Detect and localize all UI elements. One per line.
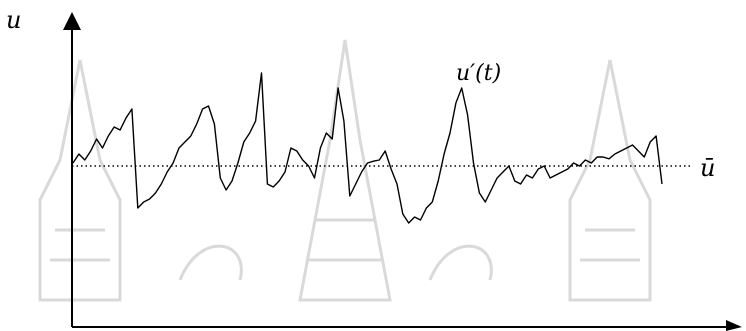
mean-label: ū [700,154,715,182]
fluctuation-label: u′(t) [456,61,501,86]
watermark-left-tower [38,59,122,302]
y-axis-arrowhead [63,12,81,30]
watermark-scroll-ornament [178,244,493,281]
velocity-fluctuation-line [72,72,663,224]
watermark-right-tower [568,59,652,302]
background-watermark [38,39,652,302]
watermark-center-spire [298,39,392,302]
x-axis-arrowhead [726,320,742,331]
axes [63,12,742,331]
y-axis-label: u [6,6,21,34]
